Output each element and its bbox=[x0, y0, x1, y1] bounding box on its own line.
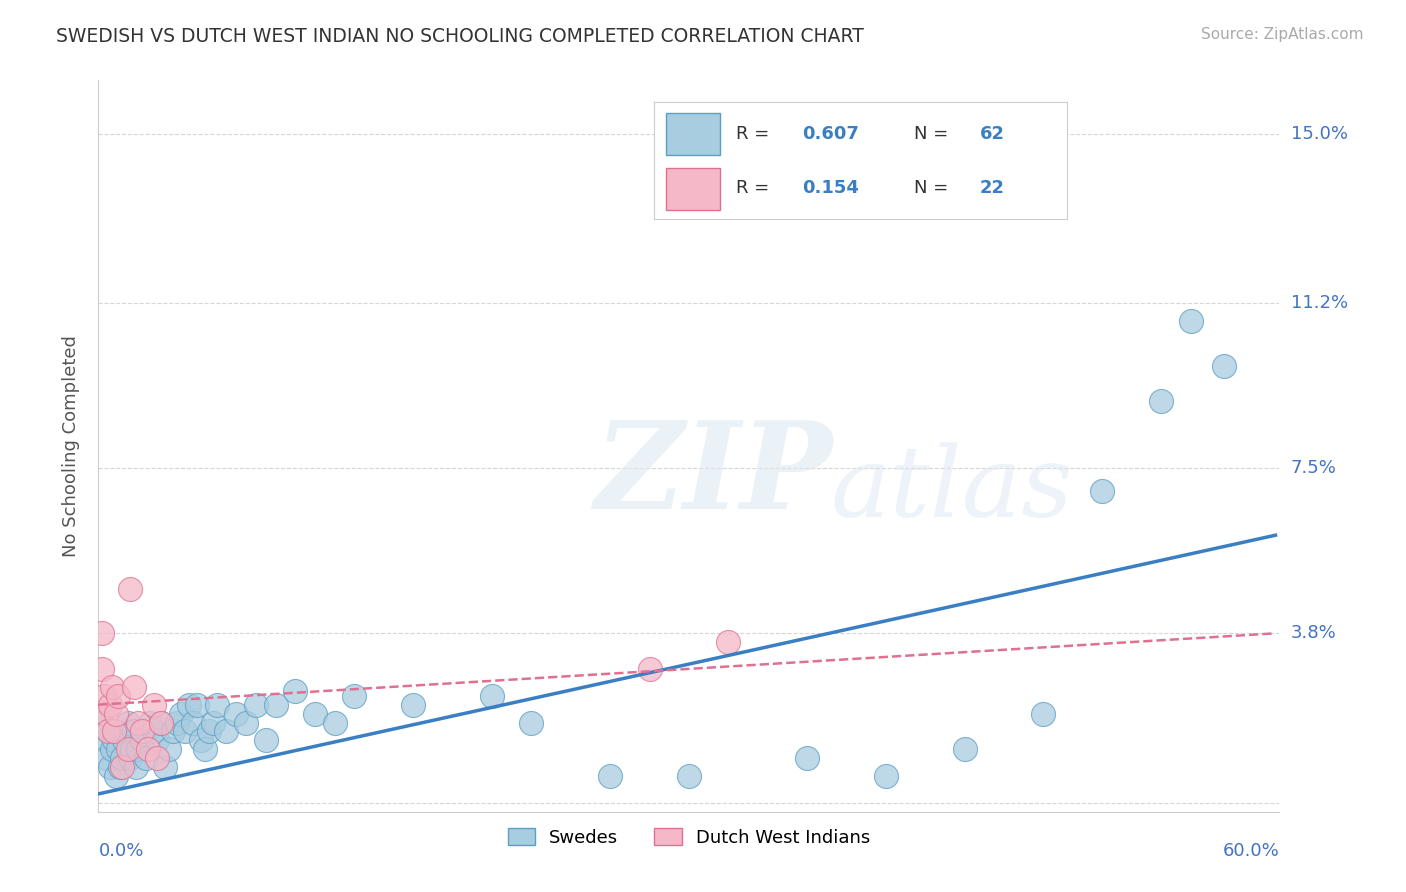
Point bbox=[146, 733, 169, 747]
Point bbox=[115, 724, 138, 739]
Point bbox=[127, 742, 149, 756]
Point bbox=[481, 689, 503, 703]
Point bbox=[107, 689, 129, 703]
Point bbox=[125, 760, 148, 774]
Point bbox=[107, 742, 129, 756]
Point bbox=[197, 724, 219, 739]
Point bbox=[142, 724, 165, 739]
Text: 15.0%: 15.0% bbox=[1291, 125, 1347, 143]
Text: ZIP: ZIP bbox=[595, 416, 832, 534]
Point bbox=[264, 698, 287, 712]
Point bbox=[1180, 314, 1202, 328]
Point bbox=[304, 706, 326, 721]
Point bbox=[117, 742, 139, 756]
Point bbox=[146, 751, 169, 765]
Point bbox=[122, 724, 145, 739]
Legend: Swedes, Dutch West Indians: Swedes, Dutch West Indians bbox=[501, 822, 877, 854]
Point bbox=[875, 769, 897, 783]
Point bbox=[343, 689, 366, 703]
Point bbox=[103, 733, 125, 747]
Point bbox=[225, 706, 247, 721]
Point bbox=[91, 626, 114, 640]
Point bbox=[157, 742, 180, 756]
Point bbox=[201, 715, 224, 730]
Point bbox=[105, 706, 128, 721]
Point bbox=[717, 635, 740, 649]
Text: Source: ZipAtlas.com: Source: ZipAtlas.com bbox=[1201, 27, 1364, 42]
Point bbox=[638, 662, 661, 676]
Point bbox=[131, 724, 153, 739]
Point bbox=[796, 751, 818, 765]
Point bbox=[599, 769, 621, 783]
Point bbox=[101, 742, 124, 756]
Point bbox=[205, 698, 228, 712]
Point bbox=[98, 698, 121, 712]
Point bbox=[181, 715, 204, 730]
Point bbox=[323, 715, 346, 730]
Point bbox=[93, 689, 115, 703]
Text: SWEDISH VS DUTCH WEST INDIAN NO SCHOOLING COMPLETED CORRELATION CHART: SWEDISH VS DUTCH WEST INDIAN NO SCHOOLIN… bbox=[56, 27, 865, 45]
Point bbox=[112, 733, 135, 747]
Point bbox=[235, 715, 257, 730]
Point bbox=[105, 769, 128, 783]
Point bbox=[150, 715, 173, 730]
Point bbox=[98, 760, 121, 774]
Point bbox=[190, 733, 212, 747]
Point bbox=[122, 680, 145, 694]
Point bbox=[953, 742, 976, 756]
Point bbox=[162, 724, 184, 739]
Text: atlas: atlas bbox=[831, 442, 1073, 538]
Text: 11.2%: 11.2% bbox=[1291, 294, 1348, 312]
Text: 0.0%: 0.0% bbox=[98, 842, 143, 860]
Point bbox=[215, 724, 238, 739]
Point bbox=[1032, 706, 1054, 721]
Point bbox=[1091, 483, 1114, 498]
Point bbox=[111, 760, 134, 774]
Point bbox=[97, 724, 120, 739]
Text: 3.8%: 3.8% bbox=[1291, 624, 1336, 642]
Point bbox=[1150, 394, 1173, 409]
Point bbox=[254, 733, 277, 747]
Point bbox=[118, 751, 141, 765]
Point bbox=[136, 742, 159, 756]
Point bbox=[177, 698, 200, 712]
Point bbox=[166, 715, 188, 730]
Point bbox=[520, 715, 543, 730]
Point bbox=[101, 680, 124, 694]
Point bbox=[284, 684, 307, 698]
Point bbox=[93, 733, 115, 747]
Point bbox=[96, 751, 118, 765]
Point bbox=[108, 760, 131, 774]
Point bbox=[91, 715, 114, 730]
Point bbox=[135, 751, 157, 765]
Point bbox=[155, 760, 177, 774]
Text: 7.5%: 7.5% bbox=[1291, 459, 1337, 477]
Point bbox=[117, 715, 139, 730]
Point bbox=[194, 742, 217, 756]
Point bbox=[174, 724, 197, 739]
Point bbox=[170, 706, 193, 721]
Point bbox=[245, 698, 267, 712]
Point bbox=[678, 769, 700, 783]
Point bbox=[138, 715, 160, 730]
Point bbox=[142, 698, 165, 712]
Point bbox=[96, 706, 118, 721]
Point bbox=[111, 751, 134, 765]
Point bbox=[127, 715, 149, 730]
Point bbox=[121, 742, 143, 756]
Point bbox=[97, 724, 120, 739]
Y-axis label: No Schooling Completed: No Schooling Completed bbox=[62, 335, 80, 557]
Point bbox=[402, 698, 425, 712]
Point bbox=[103, 724, 125, 739]
Point bbox=[91, 662, 114, 676]
Point bbox=[150, 715, 173, 730]
Point bbox=[118, 582, 141, 596]
Point bbox=[1213, 359, 1236, 373]
Text: 60.0%: 60.0% bbox=[1223, 842, 1279, 860]
Point bbox=[131, 733, 153, 747]
Point bbox=[186, 698, 208, 712]
